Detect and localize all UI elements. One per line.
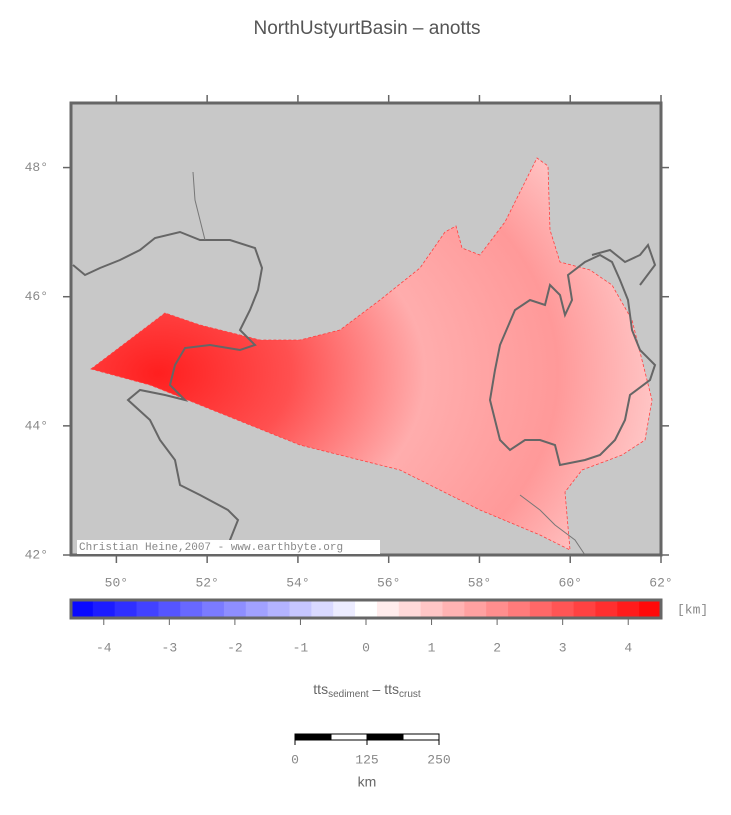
colorbar-frame	[69, 598, 663, 620]
label-part: tts	[313, 681, 328, 697]
colorbar-cell	[333, 600, 356, 618]
colorbar-cell	[267, 600, 291, 618]
colorbar-cell	[551, 600, 575, 618]
colorbar-cell	[595, 600, 618, 618]
colorbar-cell	[464, 600, 487, 618]
colorbar-tick-label: -1	[293, 640, 309, 655]
colorbar-tick-label: 2	[493, 640, 501, 655]
x-tick-label: 52°	[195, 575, 218, 590]
colorbar-tick-label: 4	[624, 640, 632, 655]
colorbar-cell	[420, 600, 443, 618]
scalebar-label: 0	[291, 752, 299, 767]
title: NorthUstyurtBasin – anotts	[253, 18, 480, 39]
colorbar-tick-label: -3	[162, 640, 178, 655]
credit-box	[77, 540, 380, 554]
x-tick-label: 54°	[286, 575, 309, 590]
colorbar-tick-label: 1	[428, 640, 436, 655]
y-tick-label: 48°	[25, 160, 48, 175]
colorbar-cell	[508, 600, 531, 618]
colorbar-cell	[245, 600, 269, 618]
colorbar-cell	[71, 600, 94, 618]
colorbar-cell	[136, 600, 159, 618]
colorbar-cell	[398, 600, 422, 618]
x-tick-label: 60°	[559, 575, 582, 590]
credit: Christian Heine,2007 - www.earthbyte.org	[79, 542, 343, 554]
colorbar-tick-label: -2	[227, 640, 243, 655]
map-frame	[69, 101, 663, 557]
scalebar-label: 250	[427, 752, 450, 767]
colorbar-cell	[202, 600, 225, 618]
x-tick-label: 56°	[377, 575, 400, 590]
aral-sea-shore	[488, 253, 657, 467]
colorbar-cell	[158, 600, 181, 618]
label-part: sediment	[328, 689, 369, 700]
colorbar-cell	[114, 600, 138, 618]
colorbar-cell	[617, 600, 640, 618]
river	[192, 171, 206, 241]
scalebar-segment	[294, 733, 332, 741]
y-tick-label: 42°	[25, 547, 48, 562]
map-content	[72, 157, 657, 555]
scalebar-unit: km	[358, 774, 377, 790]
colorbar-cell	[223, 600, 247, 618]
colorbar-tick-label: -4	[96, 640, 112, 655]
coastline	[72, 230, 264, 555]
x-tick-label: 62°	[649, 575, 672, 590]
colorbar-tick-label: 0	[362, 640, 370, 655]
x-tick-label: 50°	[105, 575, 128, 590]
colorbar-cell	[311, 600, 334, 618]
colorbar-cell	[376, 600, 400, 618]
colorbar-cell	[639, 600, 662, 618]
scalebar-segment	[402, 733, 440, 741]
x-tick-label: 58°	[468, 575, 491, 590]
colorbar-unit: [km]	[677, 602, 708, 617]
colorbar-cell	[573, 600, 596, 618]
colorbar-cell	[529, 600, 553, 618]
colorbar-cell	[442, 600, 465, 618]
label-part: – tts	[369, 681, 399, 697]
colorbar-cell	[92, 600, 116, 618]
basin	[90, 157, 653, 551]
y-tick-label: 46°	[25, 289, 48, 304]
colorbar-cell	[289, 600, 312, 618]
label-part: crust	[399, 689, 421, 700]
colorbar-label: ttssediment – ttscrust	[313, 681, 421, 700]
river-delta	[519, 494, 586, 555]
scalebar-label: 125	[355, 752, 378, 767]
colorbar-cell	[180, 600, 203, 618]
colorbar-tick-label: 3	[559, 640, 567, 655]
colorbar-cell	[486, 600, 509, 618]
colorbar-cell	[355, 600, 378, 618]
coastline-east	[591, 242, 657, 286]
scalebar-segment	[366, 733, 404, 741]
y-tick-label: 44°	[25, 418, 48, 433]
scalebar-segment	[330, 733, 368, 741]
